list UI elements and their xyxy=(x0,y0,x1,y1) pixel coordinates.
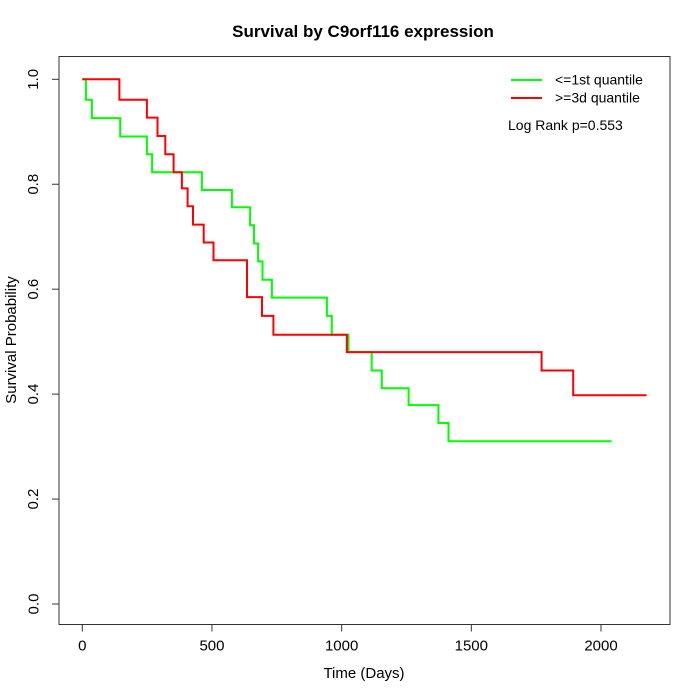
x-axis-tick-label: 1000 xyxy=(325,638,358,655)
y-axis-tick-label: 0.4 xyxy=(25,384,42,405)
x-axis-tick-label: 1500 xyxy=(455,638,488,655)
y-axis-tick-label: 0.0 xyxy=(25,594,42,615)
x-axis-label: Time (Days) xyxy=(323,665,404,682)
x-axis-tick-label: 500 xyxy=(199,638,224,655)
y-axis-tick-label: 1.0 xyxy=(25,69,42,90)
y-axis-label: Survival Probability xyxy=(3,276,20,404)
curves-group xyxy=(82,78,647,443)
km-curve-high-quantile xyxy=(82,78,647,397)
legend-label-low-quantile: <=1st quantile xyxy=(555,72,643,88)
legend: <=1st quantile >=3d quantile Log Rank p=… xyxy=(508,72,643,134)
y-axis-tick-label: 0.2 xyxy=(25,489,42,510)
x-axis: 0 500 1000 1500 2000 xyxy=(78,624,618,655)
log-rank-annotation: Log Rank p=0.553 xyxy=(508,117,623,133)
y-axis: 0.0 0.2 0.4 0.6 0.8 1.0 xyxy=(25,69,59,615)
x-axis-tick-label: 0 xyxy=(78,638,86,655)
y-axis-tick-label: 0.8 xyxy=(25,174,42,195)
chart-title: Survival by C9orf116 expression xyxy=(232,22,494,41)
plot-border xyxy=(58,56,671,625)
x-axis-tick-label: 2000 xyxy=(584,638,617,655)
y-axis-tick-label: 0.6 xyxy=(25,279,42,300)
km-curve-low-quantile xyxy=(82,78,612,443)
legend-label-high-quantile: >=3d quantile xyxy=(555,90,640,106)
